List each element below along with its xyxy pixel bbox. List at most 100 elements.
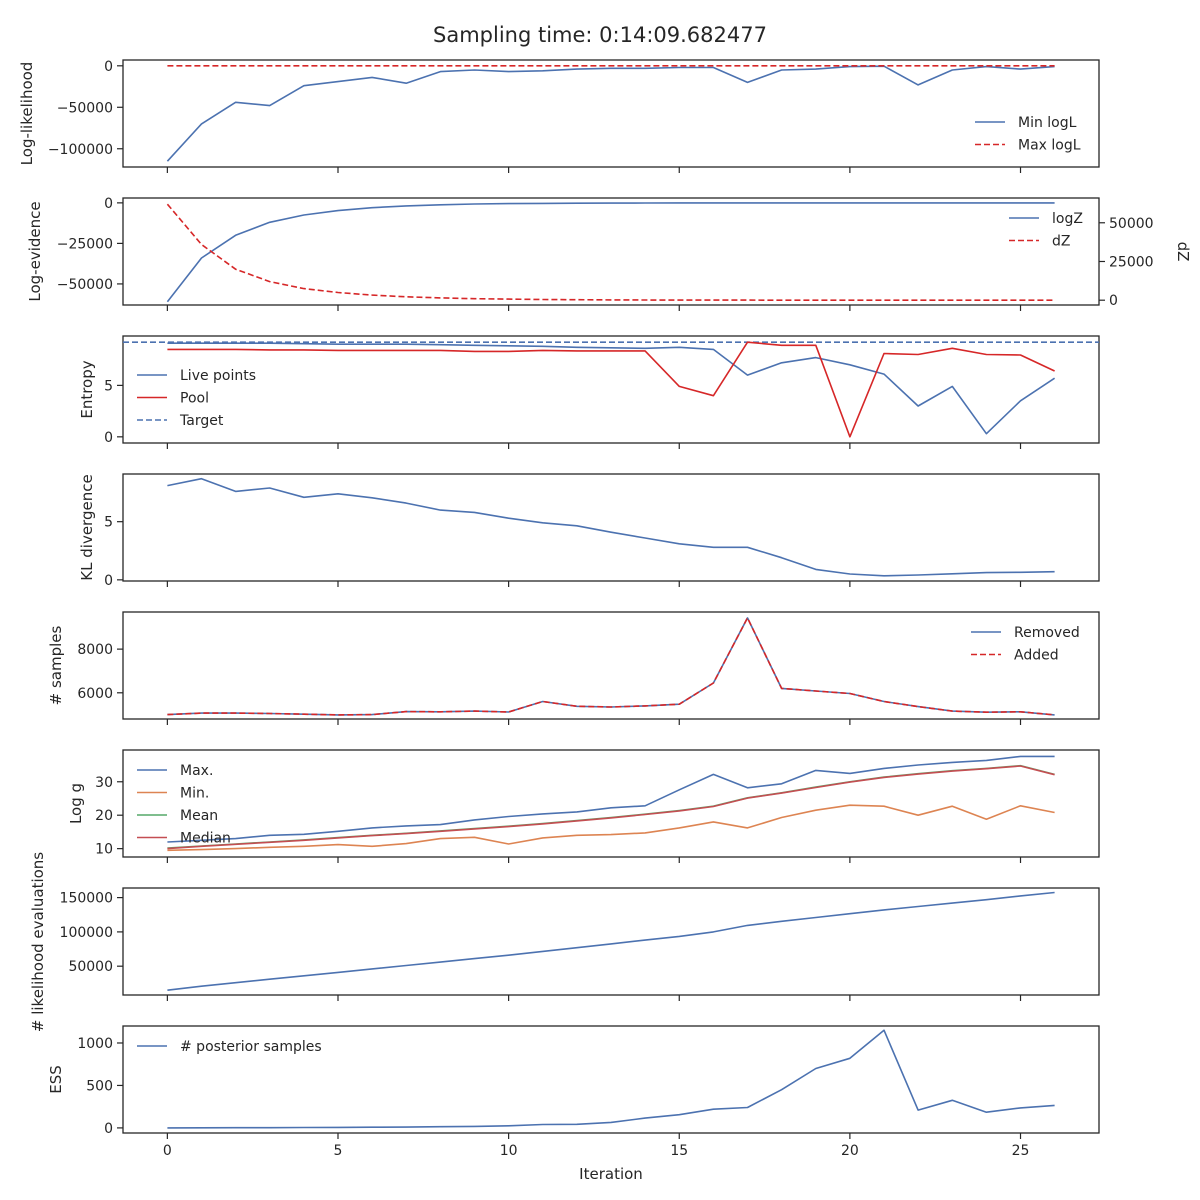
x-tick-label: 0 — [163, 1143, 172, 1159]
y-tick-label: 5 — [104, 378, 113, 394]
panel-entropy: 0 5 Entropy Live points Pool Target — [78, 335, 1100, 449]
axes-frame — [122, 887, 1100, 996]
y-axis-label: Entropy — [78, 360, 96, 418]
series-line-live-points — [167, 342, 1056, 435]
series-line-added — [167, 617, 1055, 716]
legend-label: Min. — [180, 786, 209, 802]
legend: logZ dZ — [1009, 211, 1083, 250]
y-tick-label: 0 — [104, 430, 113, 446]
y-axis-label: KL divergence — [78, 474, 96, 580]
y-tick-label: −50000 — [57, 277, 113, 293]
legend-label: Max. — [180, 763, 213, 779]
y-tick-label: 0 — [104, 59, 113, 75]
plot-area — [123, 341, 1099, 438]
axes-frame — [122, 335, 1100, 444]
plot-area — [167, 617, 1055, 716]
series-line-posterior-samples — [167, 1029, 1055, 1129]
y-tick-label: 1000 — [77, 1036, 113, 1052]
y-right-tick-label: 25000 — [1109, 254, 1154, 270]
figure-title: Sampling time: 0:14:09.682477 — [433, 23, 767, 47]
plot-area — [166, 65, 1055, 162]
x-tick-label: 25 — [1012, 1143, 1030, 1159]
legend-label: Target — [179, 413, 224, 429]
y-tick-label: 150000 — [60, 891, 113, 907]
legend-label: logZ — [1052, 211, 1083, 227]
axes-frame — [122, 197, 1100, 306]
y-tick-label: 6000 — [77, 686, 113, 702]
legend-label: dZ — [1052, 234, 1070, 250]
series-line-removed — [167, 617, 1055, 716]
axes-frame — [122, 473, 1100, 582]
y-axis-label: # samples — [47, 625, 65, 705]
axes-frame — [122, 749, 1100, 858]
series-line-mean — [167, 764, 1055, 849]
legend-label: Mean — [180, 808, 218, 824]
legend-label: Median — [180, 831, 231, 847]
y-tick-label: 30 — [95, 775, 113, 791]
panel-samples: 6000 8000 # samples Removed Added — [47, 611, 1100, 725]
y-tick-label: 100000 — [60, 925, 113, 941]
y-tick-label: 50000 — [68, 959, 113, 975]
y-tick-label: 8000 — [77, 642, 113, 658]
x-tick-label: 5 — [334, 1143, 343, 1159]
panel-ess: 0 500 1000 0 5 10 15 20 25 ESS # posterior samples — [47, 1025, 1100, 1159]
y-tick-label: 0 — [104, 196, 113, 212]
y-tick-label: 20 — [95, 808, 113, 824]
panel-logevidence: 0 −25000 −50000 0 25000 50000 dZ Log-evidence lo… — [26, 196, 1192, 311]
x-tick-label: 10 — [500, 1143, 518, 1159]
y-tick-label: 0 — [104, 573, 113, 589]
y-axis-label: Log-evidence — [26, 201, 44, 301]
panel-loglik: 0 −50000 −100000 Log-likelihood Min logL Max … — [18, 59, 1100, 173]
series-line-dz — [166, 203, 1055, 302]
series-line-min — [167, 804, 1055, 852]
y-right-tick-label: 0 — [1109, 293, 1118, 309]
series-line-logz — [166, 202, 1055, 303]
plot-area — [167, 891, 1055, 991]
y-tick-label: 0 — [104, 1121, 113, 1137]
y-axis-label: ESS — [47, 1065, 65, 1094]
panel-likeval: 50000 100000 150000 # likelihood evaluation… — [29, 852, 1100, 1032]
legend-label: Pool — [180, 391, 209, 407]
series-line-pool — [167, 341, 1055, 438]
y-tick-label: −100000 — [48, 142, 113, 158]
legend-label: Added — [1014, 648, 1059, 664]
panel-logg: 10 20 30 Log g Max. Min. Mean Median — [67, 749, 1100, 863]
plot-area — [167, 755, 1055, 852]
y-right-tick-label: 50000 — [1109, 216, 1154, 232]
x-axis-label: Iteration — [579, 1165, 643, 1183]
series-line-min-logl — [166, 65, 1055, 162]
legend: Removed Added — [971, 625, 1080, 664]
panel-kl: 0 5 KL divergence — [78, 473, 1100, 589]
y-axis-label: # likelihood evaluations — [29, 852, 47, 1032]
legend: Max. Min. Mean Median — [137, 763, 231, 847]
legend-label: Removed — [1014, 625, 1080, 641]
legend: Live points Pool Target — [137, 368, 256, 429]
series-line-likeval — [167, 891, 1055, 991]
y-tick-label: −25000 — [57, 236, 113, 252]
x-tick-label: 15 — [670, 1143, 688, 1159]
legend-label: Max logL — [1018, 138, 1081, 154]
axes-frame — [122, 611, 1100, 720]
y-tick-label: 500 — [86, 1078, 113, 1094]
series-line-max — [167, 755, 1055, 843]
plot-area — [167, 477, 1055, 577]
legend-label: # posterior samples — [180, 1039, 322, 1055]
plot-area — [167, 1029, 1055, 1129]
series-line-median — [167, 765, 1055, 850]
y-right-axis-label: dZ — [1174, 242, 1192, 262]
legend-label: Min logL — [1018, 115, 1077, 131]
legend: Min logL Max logL — [975, 115, 1081, 154]
axes-frame — [122, 1025, 1100, 1134]
x-tick-label: 20 — [841, 1143, 859, 1159]
panels: 0 −50000 −100000 Log-likelihood Min logL Max … — [18, 59, 1192, 1159]
legend: # posterior samples — [137, 1039, 322, 1055]
y-tick-label: −50000 — [57, 100, 113, 116]
y-axis-label: Log g — [67, 783, 85, 824]
plot-area — [166, 202, 1055, 303]
legend-label: Live points — [180, 368, 256, 384]
y-axis-label: Log-likelihood — [18, 62, 36, 166]
y-tick-label: 5 — [104, 515, 113, 531]
y-tick-label: 10 — [95, 842, 113, 858]
series-line-kl — [167, 477, 1055, 577]
